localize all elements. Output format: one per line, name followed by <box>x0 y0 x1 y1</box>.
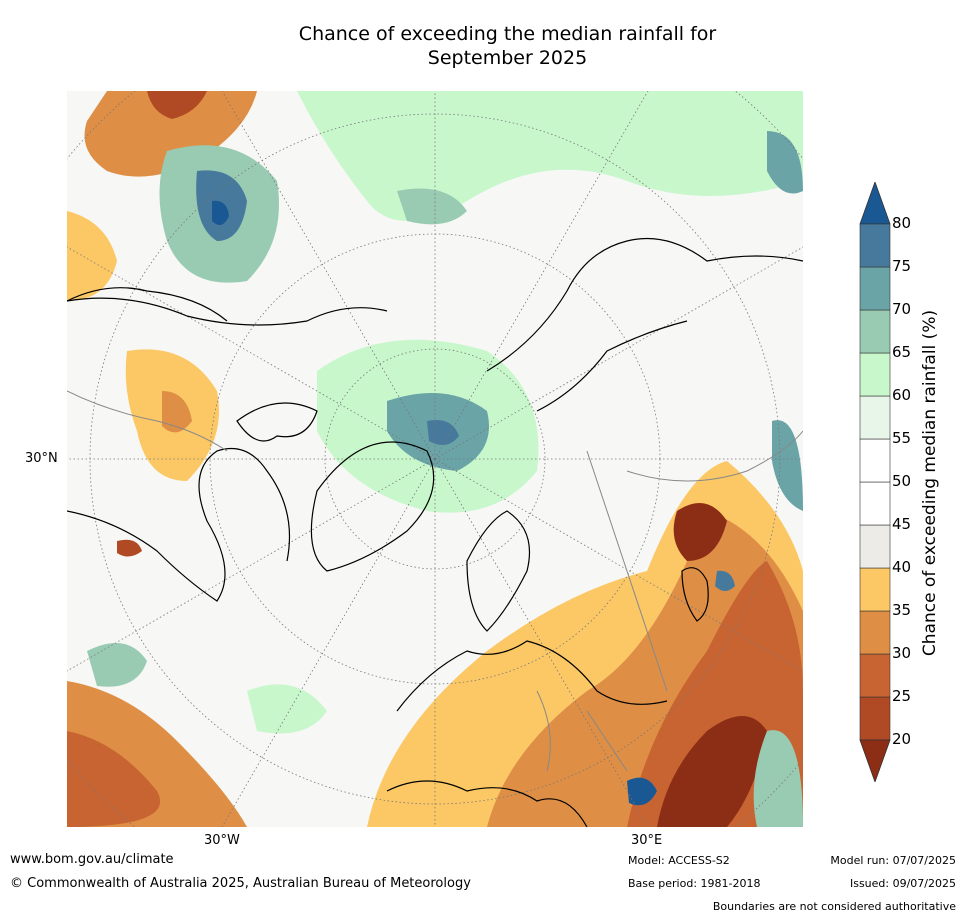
dry-spot-na <box>117 539 142 557</box>
parallel-75n <box>324 348 546 570</box>
coast-caspian <box>681 567 709 622</box>
dry-peak-asia <box>673 503 727 561</box>
graticule <box>67 91 803 827</box>
colorbar-title: Chance of exceeding median rainfall (%) <box>920 309 940 657</box>
wet-region-e-upper <box>767 131 803 194</box>
colorbar-extend-top <box>859 180 891 225</box>
meridian-30w <box>221 458 436 827</box>
lon-label-30w: 30°W <box>204 833 240 848</box>
border-russia-west <box>586 450 668 692</box>
title-line-2: September 2025 <box>427 47 588 69</box>
meridian-60w <box>67 458 436 672</box>
colorbar-band-55-60 <box>859 395 891 440</box>
colorbar-label-80: 80 <box>892 214 912 232</box>
coast-europe <box>386 640 668 827</box>
wet-region-e-mid <box>772 420 803 511</box>
colorbar-band-60-65 <box>859 352 891 397</box>
border-europe <box>536 690 628 772</box>
meridian-150e <box>434 91 649 460</box>
colorbar-extend-bottom <box>859 739 891 784</box>
coast-greenland <box>310 441 435 572</box>
wet-region-sw <box>87 643 147 687</box>
colorbar-label-25: 25 <box>892 687 912 705</box>
colorbar-label-35: 35 <box>892 601 912 619</box>
lon-label-30e: 30°E <box>631 833 663 848</box>
colorbar-band-20-25 <box>859 696 891 741</box>
colorbar-label-75: 75 <box>892 257 912 275</box>
dry-peak-middle-east <box>657 716 767 827</box>
meridian-120e <box>434 246 803 460</box>
colorbar-label-30: 30 <box>892 644 912 662</box>
colorbar-label-45: 45 <box>892 515 912 533</box>
wet-spot-middle-east <box>627 777 657 806</box>
coast-scandinavia <box>466 510 531 632</box>
colorbar-label-70: 70 <box>892 300 912 318</box>
rainfall-map <box>67 91 803 827</box>
coast-siberia <box>486 237 803 412</box>
coastlines <box>67 237 803 827</box>
meridian-60e <box>434 458 803 672</box>
wet-band-north-core <box>397 188 467 225</box>
model-name: Model: ACCESS-S2 <box>628 854 730 867</box>
map-title: Chance of exceeding the median rainfall … <box>0 22 965 70</box>
colorbar: 20 25 30 35 40 45 50 55 60 65 70 75 80 <box>858 180 965 784</box>
copyright-text: © Commonwealth of Australia 2025, Austra… <box>10 876 471 891</box>
dry-core-nw <box>147 91 207 119</box>
website-link[interactable]: www.bom.gov.au/climate <box>10 852 174 867</box>
wet-region-w-mid <box>247 684 327 734</box>
colorbar-band-25-30 <box>859 653 891 698</box>
colorbar-label-55: 55 <box>892 429 912 447</box>
map-canvas <box>67 91 803 827</box>
colorbar-band-50-55 <box>859 438 891 483</box>
meridian-150w <box>221 91 436 460</box>
colorbar-label-60: 60 <box>892 386 912 404</box>
meridian-30e <box>434 458 649 827</box>
wet-peak-greenland-sea <box>212 200 229 225</box>
boundaries-disclaimer: Boundaries are not considered authoritat… <box>712 900 956 913</box>
colorbar-label-40: 40 <box>892 558 912 576</box>
colorbar-band-40-45 <box>859 524 891 569</box>
wet-region-se <box>753 730 803 827</box>
meridian-120w <box>67 246 436 460</box>
lat-label-30n: 30°N <box>25 451 58 466</box>
border-canada-us <box>67 390 228 452</box>
colorbar-label-50: 50 <box>892 472 912 490</box>
colorbar-label-65: 65 <box>892 343 912 361</box>
dry-region-nw <box>84 91 257 177</box>
wet-band-north <box>297 91 803 221</box>
wet-spot-caspian <box>715 570 735 591</box>
coast-canadian-arctic <box>236 402 318 442</box>
dry-core-na <box>162 391 192 433</box>
dry-region-w <box>67 211 117 301</box>
colorbar-band-30-35 <box>859 610 891 655</box>
coast-north-america <box>67 297 388 602</box>
colorbar-band-65-70 <box>859 309 891 354</box>
issued-date: Issued: 09/07/2025 <box>849 877 956 890</box>
title-line-1: Chance of exceeding the median rainfall … <box>298 23 717 45</box>
border-asia <box>626 430 803 482</box>
colorbar-band-35-40 <box>859 567 891 612</box>
model-run-date: Model run: 07/07/2025 <box>830 854 956 867</box>
colorbar-band-45-50 <box>859 481 891 526</box>
base-period: Base period: 1981-2018 <box>628 877 761 890</box>
coast-alaska <box>67 287 228 322</box>
country-borders <box>67 390 803 772</box>
colorbar-label-20: 20 <box>892 730 912 748</box>
colorbar-band-75-80 <box>859 223 891 268</box>
colorbar-graphic <box>859 180 891 784</box>
dry-core-atlantic <box>67 731 161 827</box>
colorbar-band-70-75 <box>859 266 891 311</box>
